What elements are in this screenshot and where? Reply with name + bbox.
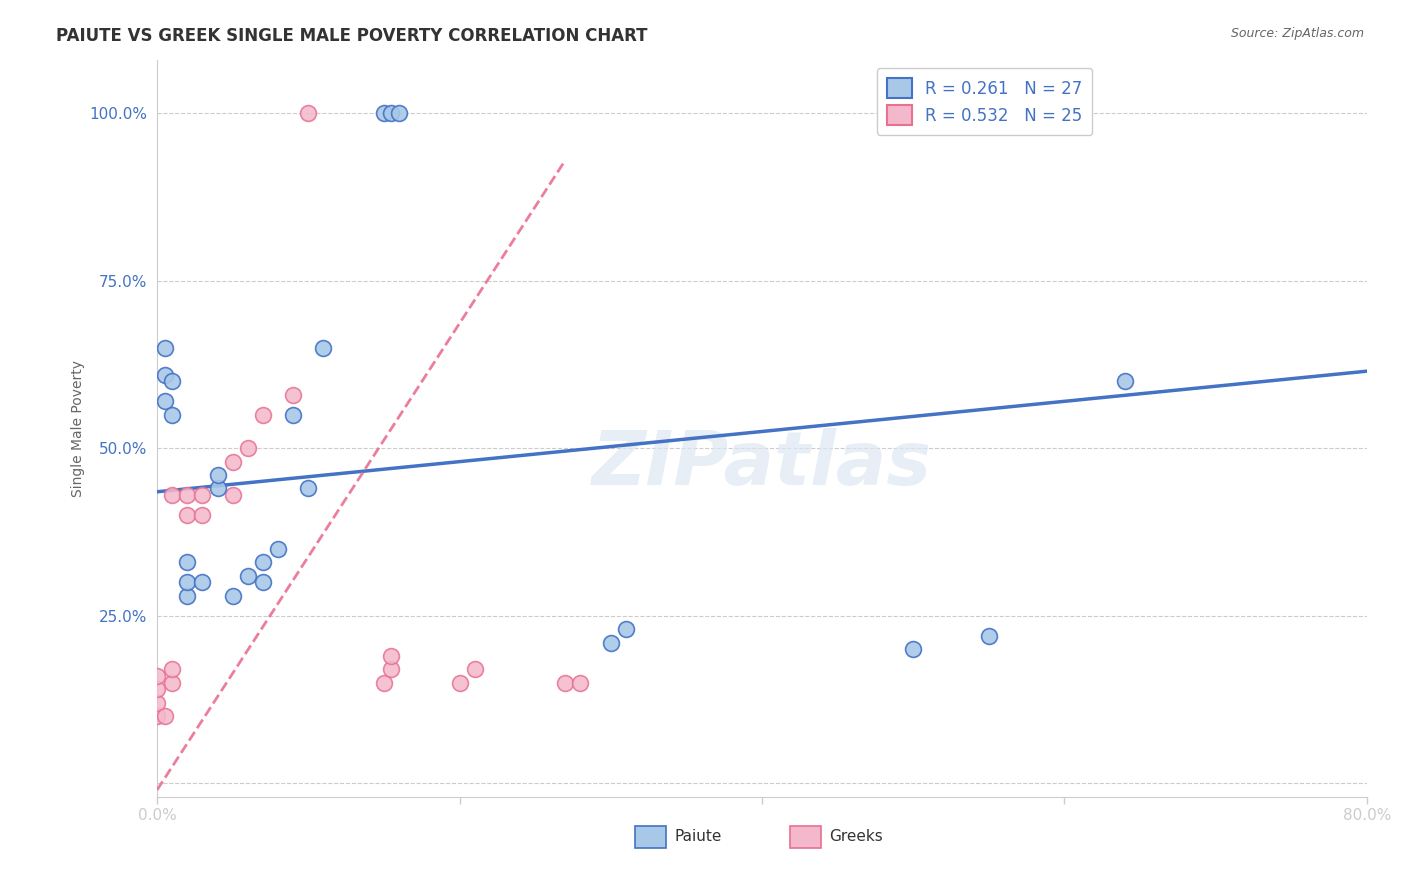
- Point: [160, 488, 183, 502]
- Text: Source: ZipAtlas.com: Source: ZipAtlas.com: [1230, 27, 1364, 40]
- Point: [176, 575, 198, 590]
- Point: [554, 675, 576, 690]
- Point: [236, 568, 259, 582]
- Point: [380, 662, 402, 676]
- Point: [373, 106, 395, 120]
- Point: [380, 106, 402, 120]
- Point: [160, 675, 183, 690]
- Point: [153, 341, 176, 355]
- Point: [191, 488, 214, 502]
- Text: ZIPatlas: ZIPatlas: [592, 428, 932, 501]
- Text: Paiute: Paiute: [675, 830, 723, 845]
- Point: [614, 622, 637, 636]
- Point: [373, 675, 395, 690]
- Point: [160, 662, 183, 676]
- Point: [464, 662, 486, 676]
- Point: [297, 482, 319, 496]
- Point: [901, 642, 924, 657]
- Point: [283, 408, 305, 422]
- Point: [191, 575, 214, 590]
- Point: [599, 635, 621, 649]
- Point: [160, 408, 183, 422]
- Point: [977, 629, 1000, 643]
- Point: [160, 374, 183, 388]
- Point: [380, 648, 402, 663]
- Point: [297, 106, 319, 120]
- Point: [267, 541, 290, 556]
- Y-axis label: Single Male Poverty: Single Male Poverty: [72, 359, 86, 497]
- Point: [146, 682, 169, 697]
- Point: [312, 341, 335, 355]
- Point: [569, 675, 592, 690]
- Point: [388, 106, 411, 120]
- Point: [1114, 374, 1136, 388]
- Point: [221, 589, 243, 603]
- Legend: R = 0.261   N = 27, R = 0.532   N = 25: R = 0.261 N = 27, R = 0.532 N = 25: [877, 68, 1092, 136]
- Point: [449, 675, 471, 690]
- Point: [153, 394, 176, 409]
- Text: Greeks: Greeks: [830, 830, 883, 845]
- Point: [236, 442, 259, 456]
- Point: [176, 555, 198, 569]
- Point: [153, 368, 176, 382]
- Point: [252, 575, 274, 590]
- Point: [146, 696, 169, 710]
- Point: [221, 488, 243, 502]
- Point: [191, 508, 214, 523]
- Point: [176, 508, 198, 523]
- Point: [146, 669, 169, 683]
- Point: [221, 455, 243, 469]
- Point: [207, 482, 229, 496]
- Point: [176, 589, 198, 603]
- Point: [283, 387, 305, 401]
- Point: [153, 709, 176, 723]
- Point: [252, 408, 274, 422]
- Text: PAIUTE VS GREEK SINGLE MALE POVERTY CORRELATION CHART: PAIUTE VS GREEK SINGLE MALE POVERTY CORR…: [56, 27, 648, 45]
- Point: [176, 488, 198, 502]
- Point: [146, 709, 169, 723]
- Point: [252, 555, 274, 569]
- Point: [207, 468, 229, 483]
